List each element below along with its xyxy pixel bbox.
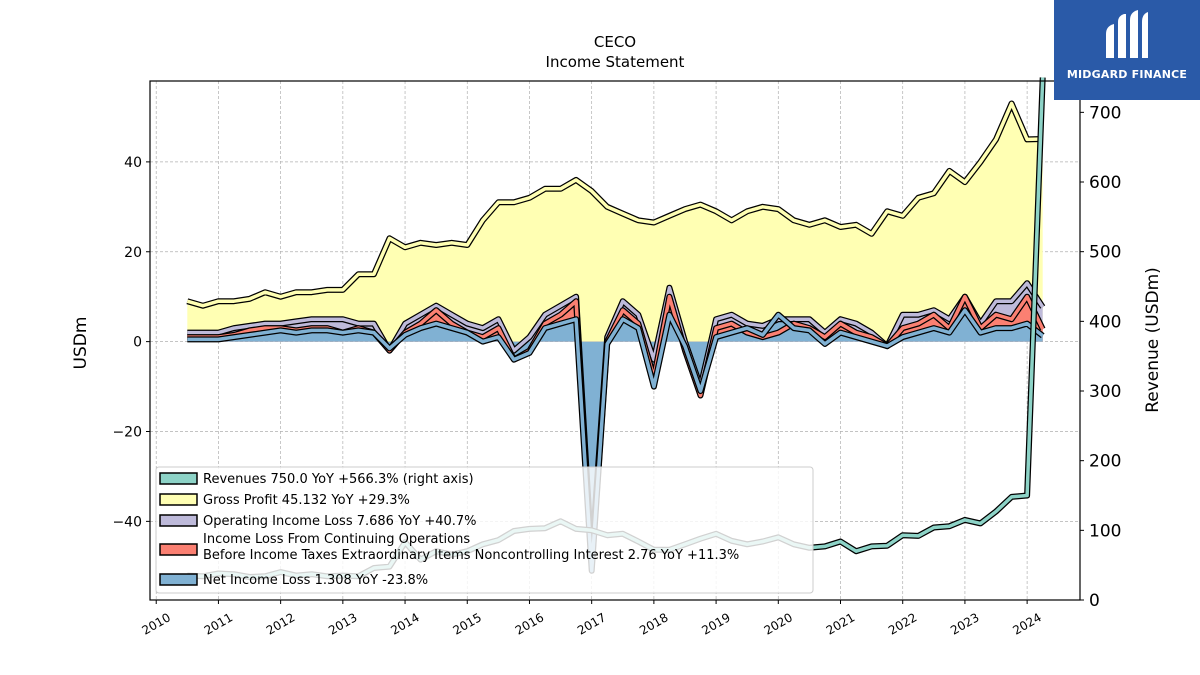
y-tick-label-left: 0 xyxy=(133,335,142,351)
legend-swatch xyxy=(159,573,198,586)
y-tick-label-right: 600 xyxy=(1089,173,1121,193)
logo-mark-icon xyxy=(1106,10,1148,58)
y-tick-label-right: 500 xyxy=(1089,243,1121,263)
legend-swatch xyxy=(159,472,198,485)
y-tick-label-right: 100 xyxy=(1089,521,1121,541)
legend-label: Net Income Loss 1.308 YoY -23.8% xyxy=(203,573,428,588)
plot-frame xyxy=(149,80,1081,601)
logo-text: MIDGARD FINANCE xyxy=(1066,68,1188,81)
x-tick-label: 2014 xyxy=(388,610,421,637)
legend-swatch xyxy=(159,543,198,556)
legend-swatch xyxy=(159,514,198,527)
y-tick-label-left: 20 xyxy=(124,245,142,261)
x-tick-label: 2020 xyxy=(762,610,795,637)
legend-label: Operating Income Loss 7.686 YoY +40.7% xyxy=(203,514,477,529)
legend-swatch xyxy=(159,493,198,506)
x-tick-label: 2013 xyxy=(326,610,359,637)
x-tick-label: 2012 xyxy=(264,610,297,637)
y-tick-label-left: −40 xyxy=(112,514,142,530)
y-tick-label-left: −20 xyxy=(112,424,142,440)
x-tick-label: 2024 xyxy=(1010,610,1043,637)
chart-title: CECO xyxy=(594,33,636,51)
legend-label: Income Loss From Continuing Operations xyxy=(203,532,470,547)
legend: Revenues 750.0 YoY +566.3% (right axis) G… xyxy=(155,466,814,594)
y-tick-label-right: 300 xyxy=(1089,382,1121,402)
x-tick-label: 2011 xyxy=(202,610,235,637)
series-line xyxy=(186,101,1043,308)
legend-box xyxy=(155,466,814,594)
y-axis-label-left: USDm xyxy=(71,317,91,370)
y-tick-label-left: 40 xyxy=(124,155,142,171)
legend-label: Gross Profit 45.132 YoY +29.3% xyxy=(203,493,410,508)
brand-logo: MIDGARD FINANCE xyxy=(1054,0,1200,100)
x-tick-label: 2016 xyxy=(513,610,546,637)
legend-label: Before Income Taxes Extraordinary Items … xyxy=(203,548,739,563)
y-tick-label-right: 700 xyxy=(1089,103,1121,123)
x-tick-label: 2015 xyxy=(451,610,484,637)
x-tick-label: 2022 xyxy=(886,610,919,637)
series-line xyxy=(187,308,1044,573)
y-axis-label-right: Revenue (USDm) xyxy=(1143,267,1163,413)
x-tick-label: 2017 xyxy=(575,610,608,637)
series-area xyxy=(187,310,1043,571)
series-area xyxy=(187,103,1043,342)
y-tick-label-right: 0 xyxy=(1089,591,1100,611)
x-tick-label: 2010 xyxy=(139,610,172,637)
x-tick-label: 2021 xyxy=(824,610,857,637)
legend-label: Revenues 750.0 YoY +566.3% (right axis) xyxy=(203,472,474,487)
y-tick-label-right: 400 xyxy=(1089,312,1121,332)
x-tick-label: 2019 xyxy=(699,610,732,637)
x-tick-label: 2023 xyxy=(948,610,981,637)
chart-subtitle: Income Statement xyxy=(546,53,685,71)
y-tick-label-right: 200 xyxy=(1089,452,1121,472)
x-tick-label: 2018 xyxy=(637,610,670,637)
series-line xyxy=(187,281,1045,560)
